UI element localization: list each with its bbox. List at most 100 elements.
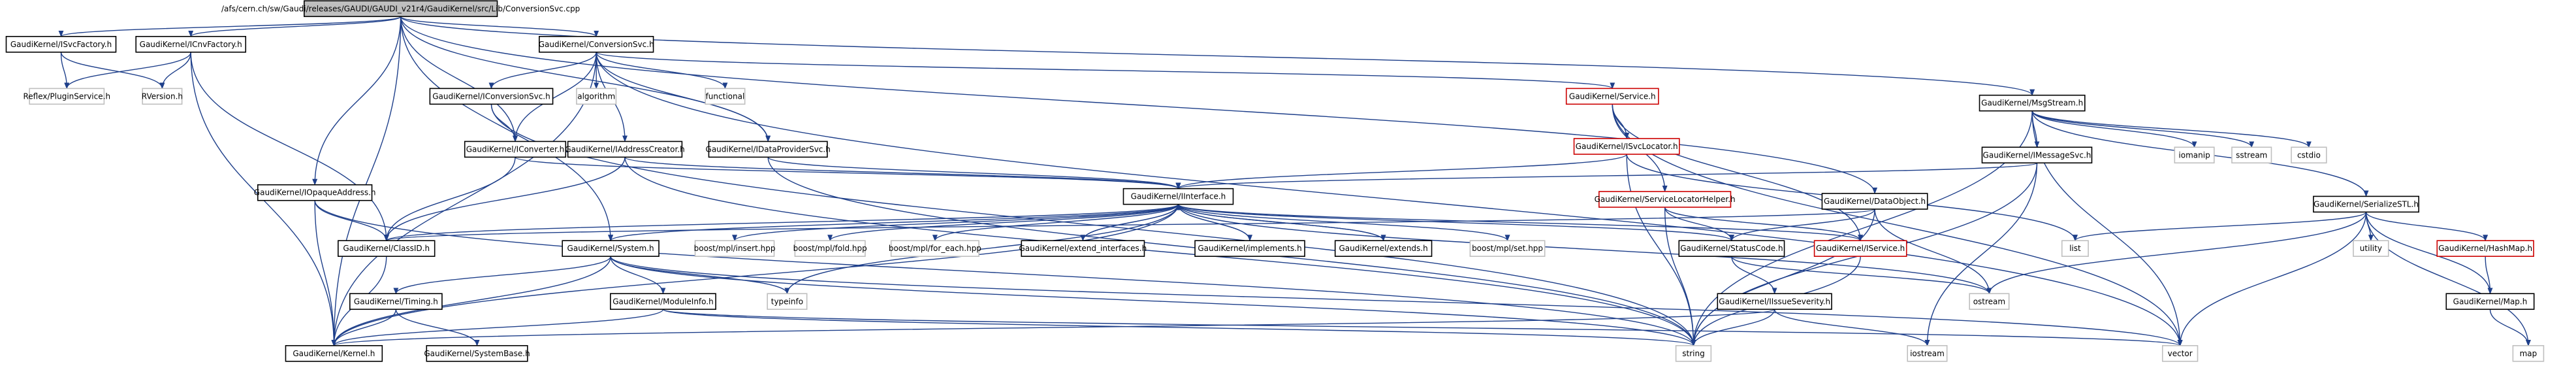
- node-iconverter: GaudiKernel/IConverter.h: [464, 141, 567, 158]
- node-box-moduleinfo: [610, 293, 716, 310]
- edge-icnvfactory-to-rversion: [159, 52, 191, 90]
- node-box-iopaqueaddress: [257, 184, 373, 201]
- node-box-mplforeach: [890, 240, 979, 258]
- node-box-extendinterfaces: [1021, 240, 1145, 258]
- edge-isystem-to-typeinfo: [610, 256, 790, 295]
- node-reflex: Reflex/PluginService.h: [23, 88, 110, 105]
- edge-isystem-to-kernel: [331, 256, 611, 346]
- edge-statuscode-to-ostream: [1731, 256, 1992, 295]
- node-box-algorithm: [576, 88, 617, 105]
- node-msgstream: GaudiKernel/MsgStream.h: [1979, 94, 2086, 112]
- edge-conversionsvc-to-idataprovidersvc: [596, 52, 771, 142]
- edge-servicelocatorhelper-to-string: [1664, 207, 1696, 346]
- node-mplfold: boost/mpl/fold.hpp: [793, 240, 867, 258]
- edge-timing-to-systembase: [395, 309, 480, 346]
- node-conversionsvc: GaudiKernel/ConversionSvc.h: [539, 35, 654, 53]
- node-label-ostream: ostream: [1973, 297, 2005, 306]
- node-iinterface: GaudiKernel/IInterface.h: [1122, 188, 1234, 205]
- node-label-icnvfactory: GaudiKernel/ICnvFactory.h: [140, 40, 242, 49]
- node-implements: GaudiKernel/implements.h: [1194, 240, 1305, 258]
- edge-iaddresscreator-to-iinterface: [624, 156, 1181, 190]
- node-hashmap: GaudiKernel/HashMap.h: [2436, 240, 2534, 258]
- node-mplforeach: boost/mpl/for_each.hpp: [889, 240, 981, 258]
- node-label-iconversionsvc: GaudiKernel/IConversionSvc.h: [432, 92, 550, 101]
- node-label-dataobject: GaudiKernel/DataObject.h: [1824, 197, 1926, 206]
- node-label-msgstream: GaudiKernel/MsgStream.h: [1981, 99, 2083, 108]
- node-box-conversionsvc: [539, 35, 654, 53]
- edge-layer: [58, 16, 2531, 346]
- edge-conversionsvc-to-iconverter: [513, 52, 597, 142]
- node-box-iconverter: [464, 141, 567, 158]
- node-extendinterfaces: GaudiKernel/extend_interfaces.h: [1019, 240, 1147, 258]
- node-box-ostream: [1969, 293, 2010, 310]
- node-box-service: [1565, 88, 1659, 105]
- node-label-classid: GaudiKernel/ClassID.h: [343, 244, 430, 253]
- edge-statuscode-to-iissueseverity: [1731, 256, 1777, 295]
- node-box-statuscode: [1678, 240, 1785, 258]
- edge-iinterface-to-statuscode: [1177, 204, 1734, 242]
- edge-iinterface-to-isystem: [608, 204, 1179, 242]
- edge-serializestl-to-map: [2365, 212, 2531, 346]
- edge-dataobject-to-string: [1691, 208, 1875, 346]
- edge-dataobject-to-statuscode: [1729, 208, 1875, 242]
- edge-iinterface-to-mplinsert: [732, 204, 1179, 242]
- node-label-iissueseverity: GaudiKernel/IIssueSeverity.h: [1719, 297, 1830, 306]
- node-label-iinterface: GaudiKernel/IInterface.h: [1131, 192, 1226, 201]
- node-dataobject: GaudiKernel/DataObject.h: [1821, 193, 1928, 210]
- node-box-implements: [1194, 240, 1305, 258]
- node-box-gmap: [2445, 293, 2535, 310]
- node-box-iissueseverity: [1717, 293, 1832, 310]
- node-imessagesvc: GaudiKernel/IMessageSvc.h: [1981, 146, 2093, 164]
- node-label-mplinsert: boost/mpl/insert.hpp: [694, 244, 776, 253]
- node-kernel: GaudiKernel/Kernel.h: [285, 345, 383, 362]
- edge-msgstream-to-sstream: [2031, 110, 2255, 148]
- node-box-iaddresscreator: [567, 141, 683, 158]
- edge-dataobject-to-classid: [384, 208, 1875, 242]
- node-label-iomanip: iomanip: [2178, 150, 2210, 159]
- node-label-utility: utility: [2360, 244, 2382, 253]
- node-label-algorithm: algorithm: [577, 92, 615, 101]
- node-label-sstream: sstream: [2236, 150, 2267, 159]
- node-label-serializestl: GaudiKernel/SerializeSTL.h: [2314, 199, 2419, 208]
- node-statuscode: GaudiKernel/StatusCode.h: [1678, 240, 1785, 258]
- node-label-root: /afs/cern.ch/sw/Gaudi/releases/GAUDI/GAU…: [221, 4, 580, 13]
- node-box-root: [304, 0, 498, 18]
- node-iostream: iostream: [1907, 345, 1948, 362]
- edge-iissueseverity-to-iostream: [1773, 309, 1930, 346]
- edge-dataobject-to-ostream: [1874, 208, 1992, 295]
- node-box-mplset: [1469, 240, 1546, 258]
- node-box-msgstream: [1979, 94, 2086, 112]
- node-label-list: list: [2069, 244, 2081, 253]
- node-label-hashmap: GaudiKernel/HashMap.h: [2438, 244, 2532, 253]
- edge-iinterface-to-ostream: [1177, 204, 1992, 295]
- node-box-utility: [2353, 240, 2389, 258]
- edge-service-to-vector: [1612, 104, 2183, 346]
- node-box-rversion: [142, 88, 183, 105]
- edge-iinterface-to-mplfold: [827, 204, 1179, 242]
- node-label-isvclocator: GaudiKernel/ISvcLocator.h: [1576, 142, 1678, 151]
- node-label-map: map: [2520, 349, 2537, 358]
- edge-iconverter-to-iinterface: [515, 156, 1181, 190]
- edge-servicelocatorhelper-to-statuscode: [1664, 207, 1734, 242]
- node-box-mplinsert: [694, 240, 775, 258]
- node-box-hashmap: [2436, 240, 2534, 258]
- edge-moduleinfo-to-string: [662, 308, 1696, 346]
- node-icnvfactory: GaudiKernel/ICnvFactory.h: [135, 35, 247, 53]
- node-box-systembase: [426, 345, 528, 362]
- edge-conversionsvc-to-functional: [596, 52, 728, 90]
- node-box-iostream: [1907, 345, 1948, 362]
- node-box-idataprovidersvc: [708, 141, 828, 158]
- edge-implements-to-iinterface: [1175, 203, 1250, 241]
- node-label-mplfold: boost/mpl/fold.hpp: [793, 244, 867, 253]
- node-list: list: [2061, 240, 2089, 258]
- edge-root-to-iconverter: [400, 16, 518, 142]
- node-isystem: GaudiKernel/System.h: [562, 240, 660, 258]
- edge-serializestl-to-ostream: [1986, 212, 2367, 295]
- edge-moduleinfo-to-kernel: [331, 308, 664, 346]
- node-label-vector: vector: [2168, 349, 2193, 358]
- edge-msgstream-to-vector: [2031, 110, 2183, 346]
- edge-root-to-idataprovidersvc: [400, 16, 771, 142]
- edge-serializestl-to-list: [2073, 211, 2367, 242]
- node-box-iomanip: [2174, 146, 2215, 164]
